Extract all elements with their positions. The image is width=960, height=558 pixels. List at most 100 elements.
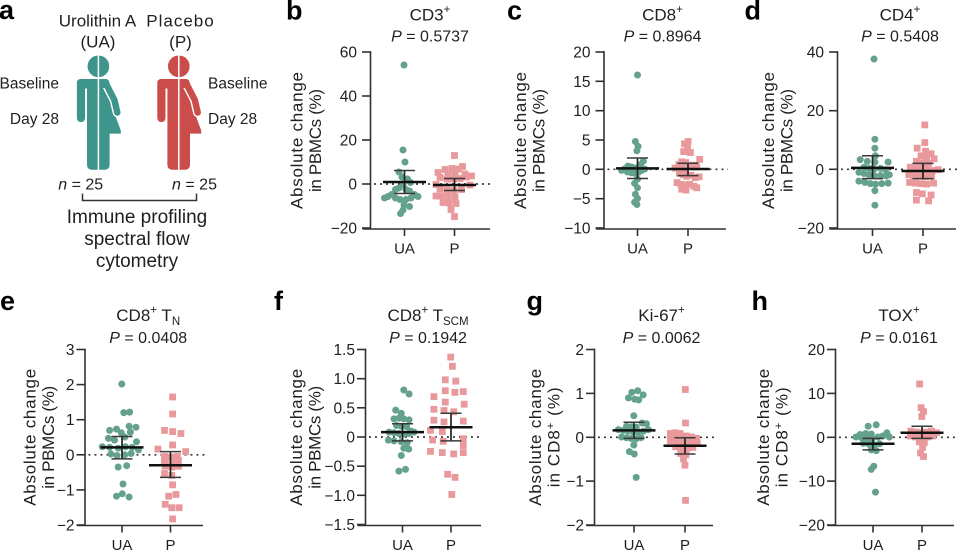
svg-text:40: 40 [807,45,825,62]
svg-text:UA: UA [394,241,415,258]
svg-text:in PBMCs (%): in PBMCs (%) [306,89,325,192]
svg-text:Placebo: Placebo [146,12,214,31]
svg-text:in CD8+ (%): in CD8+ (%) [773,387,792,487]
svg-text:spectral flow: spectral flow [84,229,190,250]
svg-text:P = 0.5737: P = 0.5737 [391,28,469,45]
svg-text:UA: UA [862,241,883,258]
svg-text:20: 20 [807,103,825,120]
svg-text:Ki-67+: Ki-67+ [638,305,685,326]
svg-text:0: 0 [346,430,355,447]
svg-text:0.5: 0.5 [333,400,355,417]
svg-text:10: 10 [573,103,591,120]
svg-text:in PBMCs (%): in PBMCs (%) [778,89,797,192]
svg-text:−2: −2 [566,518,584,535]
svg-text:0: 0 [348,177,357,194]
svg-text:CD4+: CD4+ [880,4,921,25]
svg-text:20: 20 [340,133,358,150]
svg-text:Absolute change: Absolute change [288,72,307,209]
svg-text:−20: −20 [799,518,826,535]
svg-text:10: 10 [808,386,826,403]
svg-text:UA: UA [624,537,645,553]
svg-text:CD3+: CD3+ [410,4,451,25]
svg-text:(P): (P) [169,33,192,52]
svg-text:1: 1 [66,412,75,429]
svg-text:1.0: 1.0 [333,371,355,388]
svg-text:CD8+: CD8+ [642,4,683,25]
svg-text:P: P [165,537,175,553]
svg-text:b: b [286,0,303,26]
svg-text:P = 0.5408: P = 0.5408 [861,28,939,45]
svg-text:0: 0 [66,447,75,464]
svg-text:g: g [527,286,544,316]
svg-text:in CD8+ (%): in CD8+ (%) [545,387,564,487]
svg-text:20: 20 [573,45,591,62]
svg-text:P: P [683,241,693,258]
svg-text:P = 0.0408: P = 0.0408 [109,330,187,347]
svg-text:a: a [0,0,15,25]
svg-text:P: P [680,537,690,553]
svg-text:Day 28: Day 28 [208,111,257,128]
svg-text:CD8+ TN: CD8+ TN [116,305,180,329]
svg-text:P = 0.0062: P = 0.0062 [623,330,701,347]
svg-text:−2: −2 [57,518,75,535]
svg-text:P: P [449,241,459,258]
svg-text:P = 0.8964: P = 0.8964 [624,28,702,45]
svg-text:cytometry: cytometry [96,251,179,272]
svg-text:1.5: 1.5 [333,342,355,359]
svg-text:UA: UA [392,537,413,553]
svg-text:−10: −10 [564,221,591,238]
svg-text:−10: −10 [799,474,826,491]
svg-text:Immune profiling: Immune profiling [67,207,207,228]
svg-text:2: 2 [575,342,584,359]
svg-text:in PBMCs (%): in PBMCs (%) [39,386,58,489]
svg-text:P = 0.0161: P = 0.0161 [860,330,938,347]
svg-text:5: 5 [582,133,591,150]
svg-text:0: 0 [575,430,584,447]
svg-text:Absolute change: Absolute change [511,72,530,209]
svg-text:f: f [274,286,284,316]
svg-text:−1.0: −1.0 [324,488,355,505]
svg-text:1: 1 [575,386,584,403]
svg-text:in PBMCs (%): in PBMCs (%) [306,386,325,489]
svg-text:c: c [507,0,522,26]
svg-text:Baseline: Baseline [208,76,267,93]
svg-text:UA: UA [112,537,133,553]
svg-text:P: P [917,537,927,553]
svg-text:0: 0 [816,430,825,447]
svg-text:n = 25: n = 25 [172,177,217,194]
svg-text:Absolute change: Absolute change [21,369,40,506]
svg-text:20: 20 [808,342,826,359]
svg-text:3: 3 [66,342,75,359]
svg-text:Absolute change: Absolute change [287,369,306,506]
svg-text:UA: UA [863,537,884,553]
svg-text:d: d [745,0,762,26]
svg-text:−20: −20 [798,221,825,238]
svg-text:2: 2 [66,377,75,394]
svg-text:h: h [752,286,769,316]
svg-text:Absolute change: Absolute change [759,72,778,209]
svg-text:−20: −20 [331,221,358,238]
svg-text:e: e [0,286,15,316]
svg-text:Baseline: Baseline [0,76,59,93]
svg-text:−1: −1 [57,482,75,499]
svg-text:−0.5: −0.5 [324,459,355,476]
svg-text:Absolute change: Absolute change [526,369,545,506]
svg-text:TOX+: TOX+ [878,305,920,326]
svg-text:UA: UA [627,241,648,258]
svg-text:0: 0 [815,162,824,179]
svg-text:0: 0 [582,162,591,179]
svg-text:Absolute change: Absolute change [754,369,773,506]
svg-text:in PBMCs (%): in PBMCs (%) [530,89,549,192]
svg-text:Urolithin A: Urolithin A [59,12,137,31]
svg-text:(UA): (UA) [81,33,116,52]
svg-text:15: 15 [573,74,590,91]
svg-text:P: P [446,537,456,553]
svg-text:40: 40 [340,89,358,106]
svg-text:Day 28: Day 28 [10,111,59,128]
svg-text:−5: −5 [573,191,591,208]
svg-text:P = 0.1942: P = 0.1942 [389,330,467,347]
svg-text:−1: −1 [566,474,584,491]
svg-text:P: P [918,241,928,258]
svg-text:−1.5: −1.5 [324,517,355,534]
svg-text:60: 60 [340,45,358,62]
